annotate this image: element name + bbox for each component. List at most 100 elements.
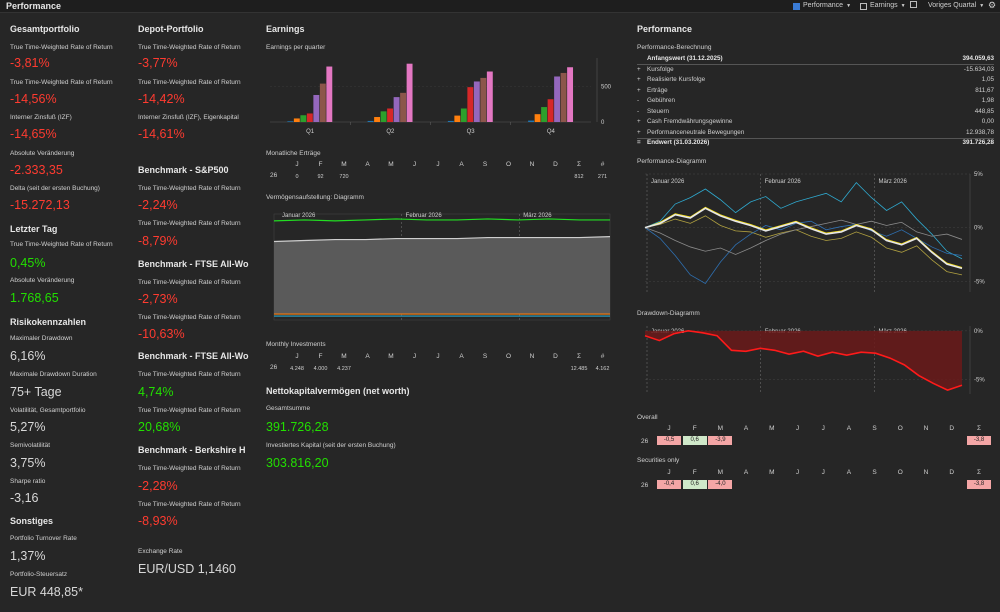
month-header: O bbox=[505, 353, 512, 360]
bar bbox=[367, 120, 374, 122]
month-value: 271 bbox=[597, 174, 608, 180]
month-header: M bbox=[769, 425, 775, 432]
bar bbox=[460, 108, 467, 122]
divider bbox=[637, 138, 994, 139]
month-header: Σ bbox=[576, 353, 582, 360]
calc-amount: 1,98 bbox=[981, 97, 994, 104]
month-header: J bbox=[821, 469, 825, 476]
series-line bbox=[644, 181, 963, 260]
metric-value: -3,81% bbox=[10, 56, 50, 70]
x-tick-label: Q2 bbox=[386, 129, 395, 135]
metric-value: -15.272,13 bbox=[10, 198, 70, 212]
metric-label: Delta (seit der ersten Buchung) bbox=[10, 185, 100, 192]
calc-row: + Kursfolge -15.634,03 bbox=[637, 66, 994, 74]
calc-name: Anfangswert (31.12.2025) bbox=[647, 55, 723, 62]
return-cell bbox=[734, 480, 758, 489]
month-value: 12.485 bbox=[570, 366, 588, 372]
metric-value: -14,56% bbox=[10, 92, 57, 106]
metric-value: -14,65% bbox=[10, 127, 57, 141]
metric-value: -2,28% bbox=[138, 479, 178, 493]
calc-row: - Gebühren 1,98 bbox=[637, 97, 994, 105]
month-header: M bbox=[388, 161, 394, 168]
bar bbox=[406, 63, 413, 122]
return-cell bbox=[863, 480, 887, 489]
x-tick-label: Januar 2026 bbox=[651, 179, 685, 185]
month-header: J bbox=[821, 425, 825, 432]
month-header: D bbox=[949, 425, 955, 432]
calc-name: Realisierte Kursfolge bbox=[647, 76, 706, 83]
return-cell: 0,6 bbox=[682, 436, 707, 445]
x-tick-label: Q4 bbox=[547, 129, 556, 135]
y-tick-label: -5% bbox=[974, 279, 985, 285]
benchmark-title: Benchmark - Berkshire H bbox=[138, 445, 246, 455]
benchmark-title: Benchmark - FTSE All-Wo bbox=[138, 351, 249, 361]
calc-row: + Cash Fremdwährungsgewinne 0,00 bbox=[637, 118, 994, 126]
metric-value: -10,63% bbox=[138, 327, 185, 341]
month-header: A bbox=[459, 353, 464, 360]
section-misc-title: Sonstiges bbox=[10, 516, 54, 526]
metric-value: 1,37% bbox=[10, 549, 46, 563]
bar bbox=[400, 92, 407, 122]
month-header: A bbox=[459, 161, 464, 168]
metric-label: Portfolio-Steuersatz bbox=[10, 571, 68, 578]
performance-title: Performance bbox=[637, 24, 693, 34]
chevron-down-icon: ▼ bbox=[846, 3, 852, 9]
calc-sign: + bbox=[637, 76, 641, 83]
return-cell: -0,4 bbox=[657, 480, 681, 489]
section-risk-title: Risikokennzahlen bbox=[10, 317, 87, 327]
calc-amount: 12.938,78 bbox=[965, 128, 994, 136]
drawdown-line bbox=[644, 330, 963, 391]
metric-label: Interner Zinsfuß (IZF), Eigenkapital bbox=[138, 114, 239, 121]
x-tick-label: Q3 bbox=[467, 129, 476, 135]
x-tick-label: Q1 bbox=[306, 129, 315, 135]
month-header: N bbox=[529, 161, 535, 168]
metric-value: -3,77% bbox=[138, 56, 178, 70]
earnings-title: Earnings bbox=[266, 24, 305, 34]
performance-view-button[interactable]: Performance ▼ bbox=[793, 1, 851, 11]
period-select[interactable]: Voriges Quartal ▼ bbox=[928, 1, 984, 11]
table-icon bbox=[860, 2, 867, 10]
month-header: J bbox=[412, 161, 417, 168]
series-line bbox=[644, 207, 963, 270]
metric-value: 4,74% bbox=[138, 385, 174, 399]
monthly-earnings-table: 26 J 0 F 92 M 720 A M J J A S O N D Σ 812 #271 bbox=[266, 161, 616, 187]
return-cell: -3,8 bbox=[967, 480, 991, 489]
return-cell bbox=[811, 480, 835, 489]
month-header: O bbox=[897, 425, 903, 432]
calendar-button[interactable] bbox=[910, 1, 917, 8]
return-cell bbox=[888, 480, 912, 489]
month-header: A bbox=[846, 469, 852, 476]
metric-value: 3,75% bbox=[10, 456, 46, 470]
metric-value: 75+ Tage bbox=[10, 385, 62, 399]
month-header: M bbox=[717, 469, 724, 476]
month-header: J bbox=[795, 469, 800, 476]
return-cell bbox=[888, 436, 912, 445]
gear-icon[interactable]: ⚙ bbox=[988, 0, 997, 10]
title-bar: Performance Performance ▼ Earnings ▼ Vor… bbox=[0, 0, 1000, 13]
month-header: # bbox=[600, 161, 605, 168]
metric-value: -14,42% bbox=[138, 92, 185, 106]
calc-row: + Erträge 811,67 bbox=[637, 87, 994, 95]
month-header: J bbox=[667, 469, 671, 476]
metric-value: -2,24% bbox=[138, 198, 178, 212]
x-tick-label: Februar 2026 bbox=[765, 179, 802, 185]
metric-value: EUR 448,85* bbox=[10, 585, 83, 599]
month-value: 812 bbox=[574, 174, 584, 180]
earnings-view-button[interactable]: Earnings ▼ bbox=[860, 1, 906, 11]
metric-value: -8,79% bbox=[138, 234, 178, 248]
return-cell: -0,5 bbox=[657, 436, 681, 445]
networth-title: Nettokapitalvermögen (net worth) bbox=[266, 386, 410, 396]
securities-returns-table: 26 J -0,4 F 0,6 M -4,0 A M J J A S O N D Σ -3,8 bbox=[637, 469, 994, 495]
month-value: 4.162 bbox=[595, 366, 610, 372]
bar bbox=[554, 76, 561, 122]
metric-label: True Time-Weighted Rate of Return bbox=[138, 501, 241, 508]
y-tick-label: 5% bbox=[974, 172, 983, 178]
return-cell bbox=[837, 480, 861, 489]
month-header: F bbox=[692, 425, 697, 432]
year-label: 26 bbox=[270, 364, 278, 371]
month-header: M bbox=[341, 161, 347, 168]
metric-label: Maximaler Drawdown bbox=[10, 335, 73, 342]
month-header: J bbox=[295, 353, 299, 360]
month-header: F bbox=[318, 161, 323, 168]
series-line bbox=[273, 218, 610, 222]
